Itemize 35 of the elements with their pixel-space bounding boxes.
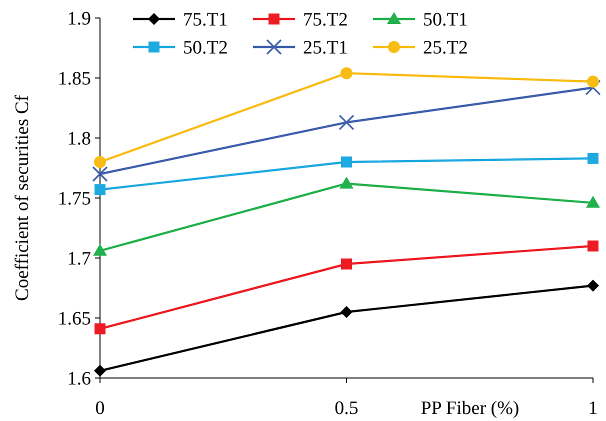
point [338,114,354,130]
y-tick-label: 1.7 [67,248,91,270]
point [93,244,107,256]
point [340,176,354,189]
y-tick-label: 1.9 [67,8,91,30]
y-tick-label: 1.65 [58,308,91,330]
x-tick-label: 0 [95,398,105,419]
x-axis-title: PP Fiber (%) [420,398,520,419]
x-tick-label: 1 [588,398,598,419]
y-axis-title: Coefficient of securities Cf [12,94,33,301]
legend-label: 50.T2 [183,38,228,59]
point [340,306,352,318]
point [92,166,108,182]
legend-label: 50.T1 [423,10,468,31]
legend-label: 75.T1 [183,10,228,31]
point [586,196,600,208]
point [94,184,106,196]
point [94,156,106,168]
y-tick-label: 1.85 [58,68,91,90]
point [587,76,599,88]
y-tick-label: 1.75 [58,188,91,210]
point [341,156,352,168]
point [94,364,106,377]
legend-label: 25.T1 [303,38,348,59]
point [588,152,598,164]
legend-label: 75.T2 [303,10,348,31]
y-tick-label: 1.6 [67,368,91,390]
point [94,323,106,334]
point [340,67,352,80]
x-tick-label: 0.5 [334,398,358,419]
y-tick-label: 1.8 [67,128,91,150]
point [588,240,598,252]
point [587,280,599,292]
legend-label: 25.T2 [423,38,468,59]
point [341,258,352,270]
